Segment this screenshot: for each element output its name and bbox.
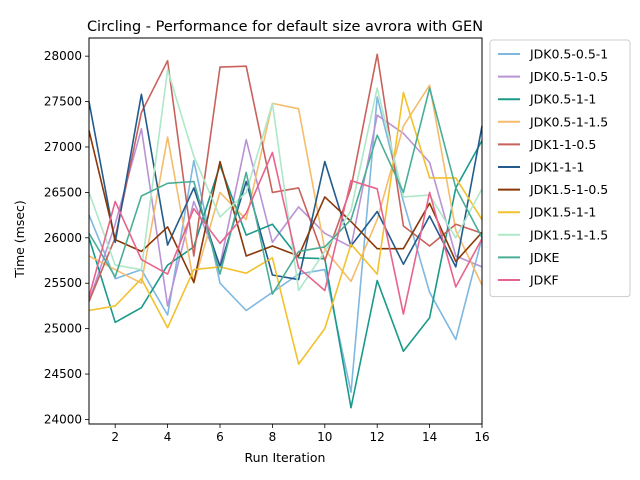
x-tick-label: 14 bbox=[422, 430, 437, 444]
legend-label-jdk1-5-1-0-5: JDK1.5-1-0.5 bbox=[529, 182, 608, 197]
series-line-jdk1-5-1-0-5 bbox=[88, 130, 483, 284]
legend-label-jdk1-5-1-1: JDK1.5-1-1 bbox=[529, 205, 596, 220]
series-line-jdk1-5-1-1-5 bbox=[88, 69, 483, 292]
legend-label-jdke: JDKE bbox=[529, 250, 560, 265]
x-tick-label: 4 bbox=[164, 430, 172, 444]
y-tick-label: 28000 bbox=[44, 49, 82, 63]
legend-label-jdkf: JDKF bbox=[529, 273, 559, 288]
series-layer bbox=[88, 53, 483, 409]
series-line-jdk0-5-1-1 bbox=[88, 140, 483, 409]
y-tick-label: 27000 bbox=[44, 140, 82, 154]
y-tick-label: 25500 bbox=[44, 276, 82, 290]
legend: JDK0.5-0.5-1 JDK0.5-1-0.5 JDK0.5-1-1 JDK0.5… bbox=[489, 39, 631, 298]
x-tick-label: 16 bbox=[474, 430, 489, 444]
series-line-jdk0-5-1-0-5 bbox=[88, 114, 483, 307]
x-tick-label: 8 bbox=[269, 430, 277, 444]
y-tick-label: 24000 bbox=[44, 412, 82, 426]
y-tick-label: 26500 bbox=[44, 185, 82, 199]
x-tick-label: 10 bbox=[317, 430, 332, 444]
y-tick-label: 27500 bbox=[44, 95, 82, 109]
series-line-jdk1-5-1-1 bbox=[88, 91, 483, 365]
y-tick-label: 26000 bbox=[44, 231, 82, 245]
legend-label-jdk1-1-0-5: JDK1-1-0.5 bbox=[529, 137, 596, 152]
x-axis-ticks: 2 4 6 8 10 12 14 16 bbox=[111, 424, 490, 444]
x-tick-label: 12 bbox=[370, 430, 385, 444]
chart-title: Circling - Performance for default size … bbox=[87, 19, 483, 35]
y-axis-label: Time (msec) bbox=[12, 200, 27, 279]
series-line-jdk1-1-0-5 bbox=[88, 53, 483, 302]
y-axis-ticks: 24000 24500 25000 25500 26000 26500 27000 27500… bbox=[44, 49, 89, 426]
legend-box bbox=[489, 39, 631, 298]
x-tick-label: 6 bbox=[216, 430, 224, 444]
series-line-jdke bbox=[88, 87, 483, 295]
x-axis-label: Run Iteration bbox=[245, 450, 326, 465]
series-line-jdkf bbox=[88, 151, 483, 315]
series-line-jdk0-5-0-5-1 bbox=[88, 96, 483, 394]
legend-label-jdk0-5-1-0-5: JDK0.5-1-0.5 bbox=[529, 69, 608, 84]
y-tick-label: 25000 bbox=[44, 322, 82, 336]
series-line-jdk0-5-1-1-5 bbox=[88, 84, 483, 286]
x-tick-label: 2 bbox=[111, 430, 119, 444]
legend-label-jdk0-5-1-1-5: JDK0.5-1-1.5 bbox=[529, 114, 608, 129]
legend-label-jdk1-5-1-1-5: JDK1.5-1-1.5 bbox=[529, 227, 608, 242]
y-tick-label: 24500 bbox=[44, 367, 82, 381]
plot-area-frame bbox=[88, 37, 483, 425]
legend-label-jdk1-1-1: JDK1-1-1 bbox=[529, 160, 584, 175]
legend-label-jdk0-5-0-5-1: JDK0.5-0.5-1 bbox=[529, 47, 608, 62]
legend-label-jdk0-5-1-1: JDK0.5-1-1 bbox=[529, 92, 596, 107]
